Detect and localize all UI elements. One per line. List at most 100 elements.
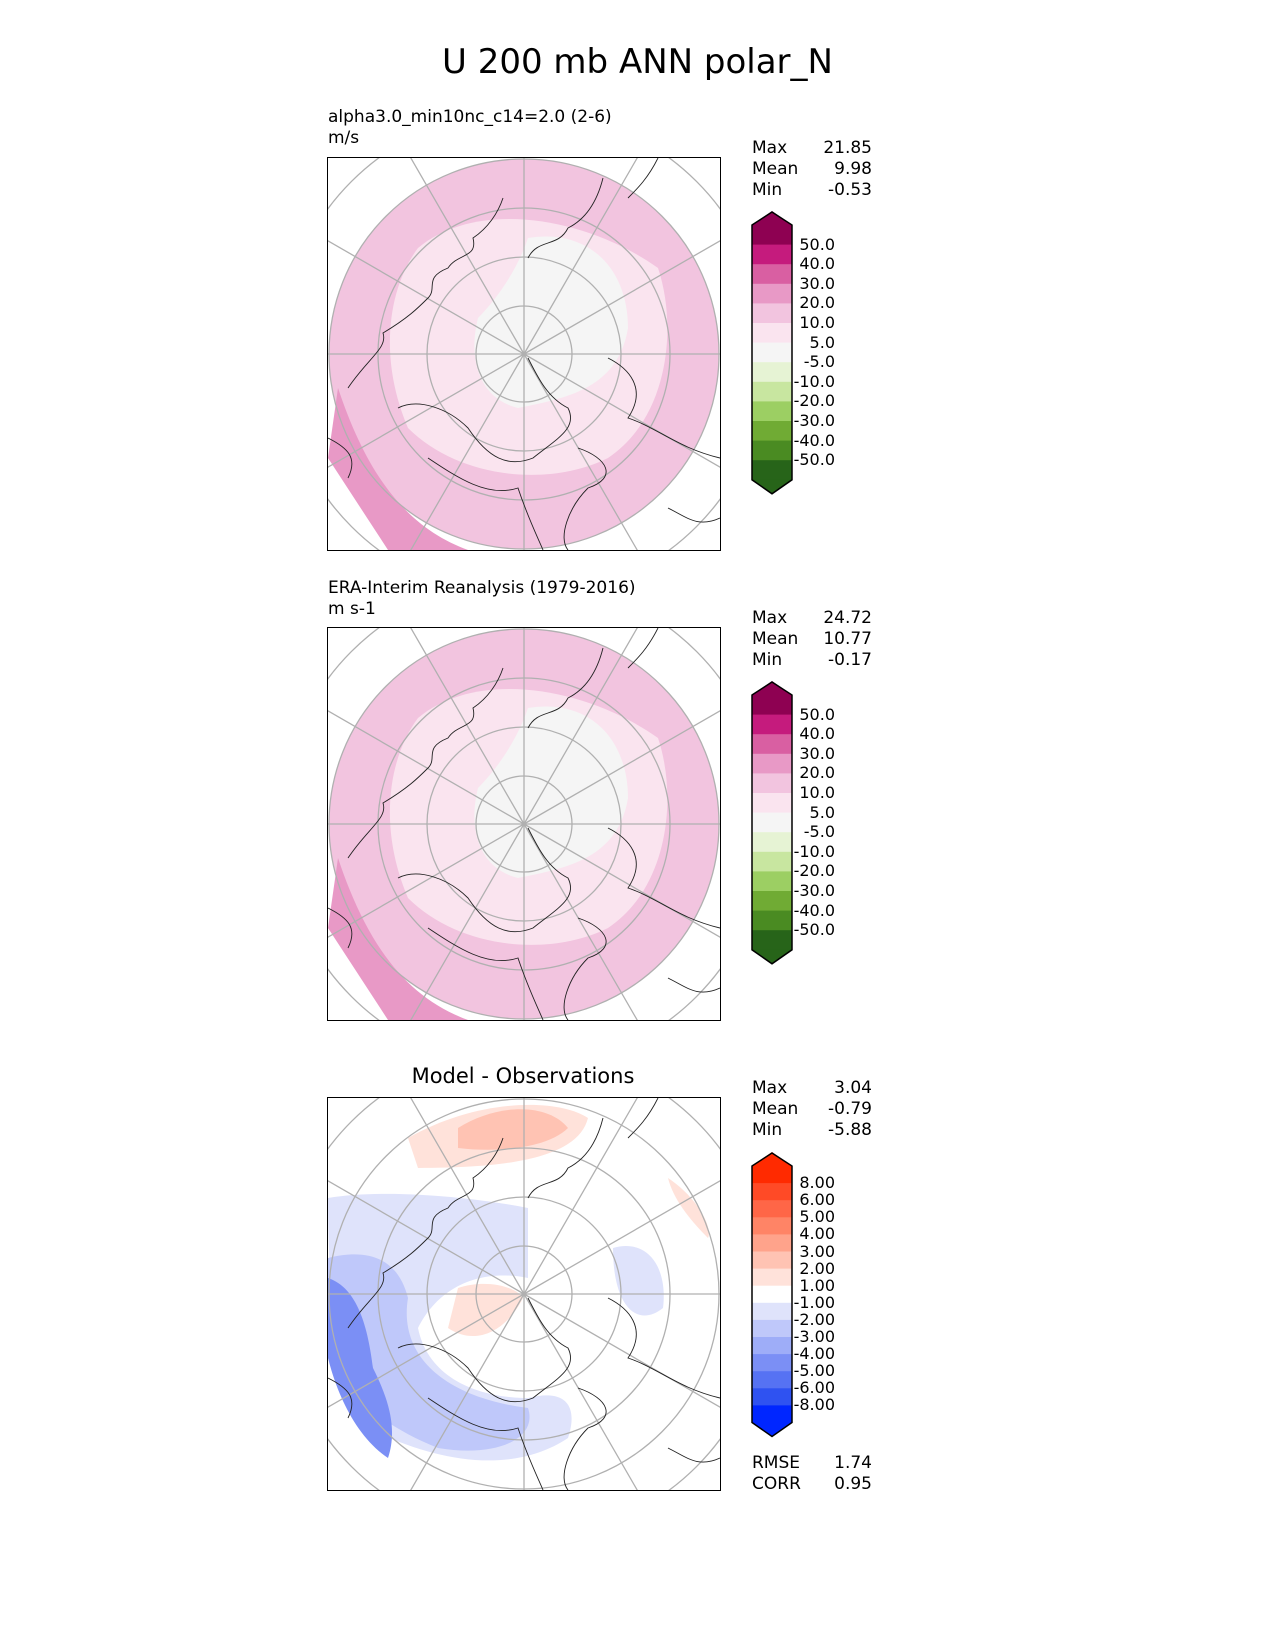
colorbar-band (752, 1166, 792, 1184)
colorbar-band (752, 871, 792, 892)
colorbar-band (752, 381, 792, 402)
colorbar-band (752, 734, 792, 755)
meridian-line (523, 710, 720, 825)
colorbar-tick-label: 30.0 (799, 743, 835, 763)
colorbar-band (752, 460, 792, 481)
meridian-line (410, 823, 525, 1020)
colorbar-band (752, 1183, 792, 1201)
colorbar-tick-label: 4.00 (799, 1224, 835, 1244)
meridian-line (328, 353, 525, 468)
colorbar-tick-label: 30.0 (799, 273, 835, 293)
meridian-line (523, 1293, 638, 1490)
coastline (607, 827, 720, 929)
field-zone-jet (328, 858, 468, 1020)
field-zone-core (474, 706, 628, 878)
colorbar-band (752, 1319, 792, 1338)
colorbar-band (752, 1285, 792, 1304)
meridian-line (523, 353, 720, 468)
metric-label: CORR (752, 1474, 801, 1494)
colorbar-tick-label: 10.0 (799, 313, 835, 332)
stat-max: 24.72 (823, 608, 872, 628)
meridian-line (410, 1098, 525, 1295)
coastline (667, 977, 720, 993)
panel-1-stats: Max 21.85 Mean 9.98 Min -0.53 (752, 138, 872, 201)
colorbar-band (752, 1337, 792, 1355)
colorbar-band (752, 303, 792, 324)
meridian-line (523, 628, 638, 825)
coastline (328, 437, 353, 479)
coastline (563, 917, 607, 1020)
colorbar-outline (751, 1152, 793, 1438)
colorbar-band (752, 1388, 792, 1406)
colorbar-tick-label: 1.00 (799, 1275, 835, 1295)
stat-label: Max (752, 608, 788, 628)
colorbar-extend-max (752, 1152, 792, 1166)
coastline (347, 667, 504, 859)
coastline (563, 447, 607, 550)
colorbar-tick-label: -5.0 (803, 352, 835, 372)
colorbar-band (752, 421, 792, 442)
colorbar-tick-label: -8.00 (793, 1395, 835, 1415)
coastline (328, 907, 353, 949)
colorbar-tick-label: -50.0 (793, 450, 835, 470)
colorbar-tick-label: 2.00 (799, 1258, 835, 1278)
colorbar-tick-label: -50.0 (793, 920, 835, 940)
panel-3-colorbar: 8.00 6.00 5.00 4.00 3.00 2.00 1.00 -1.00 -2.00 -3… (750, 1152, 835, 1443)
colorbar-band (752, 891, 792, 912)
colorbar-tick-label: -2.00 (793, 1309, 835, 1329)
stat-label: Min (752, 650, 783, 670)
colorbar-tick-label: -10.0 (793, 371, 835, 391)
meridian-line (523, 1180, 720, 1295)
coastline (667, 507, 720, 523)
stat-mean: -0.79 (828, 1099, 872, 1119)
stat-min: -0.17 (828, 650, 872, 670)
colorbar-band (752, 930, 792, 951)
colorbar-tick-label: -4.00 (793, 1344, 835, 1364)
meridian-line (328, 823, 525, 938)
panel-3-map (327, 1097, 721, 1491)
colorbar-tick-label: -6.00 (793, 1378, 835, 1398)
metric-rmse: 1.74 (834, 1453, 872, 1473)
coastline (563, 1387, 607, 1490)
colorbar-band (752, 440, 792, 461)
colorbar-band (752, 832, 792, 853)
colorbar-tick-label: -30.0 (793, 881, 835, 900)
figure-title: U 200 mb ANN polar_N (442, 42, 833, 82)
colorbar-tick-label: 5.00 (799, 1207, 835, 1227)
colorbar-tick-label: -10.0 (793, 841, 835, 861)
colorbar-band (752, 225, 792, 246)
colorbar-band (752, 851, 792, 872)
colorbar-outline (751, 211, 793, 495)
coastline (527, 177, 604, 259)
field-negative-weak (613, 1246, 664, 1316)
stat-max: 21.85 (823, 138, 872, 158)
colorbar-tick-label: -3.00 (793, 1327, 835, 1346)
coastline (427, 1397, 544, 1490)
colorbar-band (752, 1234, 792, 1252)
colorbar-band (752, 264, 792, 285)
colorbar-band (752, 1217, 792, 1235)
coastline (427, 927, 544, 1020)
colorbar-extend-max (752, 211, 792, 225)
coastline (527, 1117, 604, 1199)
colorbar-tick-label: -5.00 (793, 1361, 835, 1381)
coastline (347, 1137, 504, 1329)
stat-min: -5.88 (828, 1120, 872, 1140)
colorbar-outline (751, 681, 793, 965)
meridian-line (328, 1293, 525, 1408)
colorbar-tick-label: 20.0 (799, 763, 835, 783)
graticule (328, 158, 720, 550)
panel-2-title-block: ERA-Interim Reanalysis (1979-2016) m s-1 (328, 578, 636, 620)
meridian-line (410, 353, 525, 550)
coastline (347, 197, 504, 389)
panel-1-title-block: alpha3.0_min10nc_c14=2.0 (2-6) m/s (328, 107, 612, 149)
colorbar-tick-label: 50.0 (799, 704, 835, 724)
colorbar-tick-label: 3.00 (799, 1241, 835, 1261)
colorbar-band (752, 1354, 792, 1372)
coastline (627, 158, 659, 199)
graticule (328, 1098, 720, 1490)
colorbar-band (752, 910, 792, 931)
coastline (397, 827, 571, 933)
panel-1-title: alpha3.0_min10nc_c14=2.0 (2-6) (328, 107, 612, 127)
colorbar-band (752, 773, 792, 794)
